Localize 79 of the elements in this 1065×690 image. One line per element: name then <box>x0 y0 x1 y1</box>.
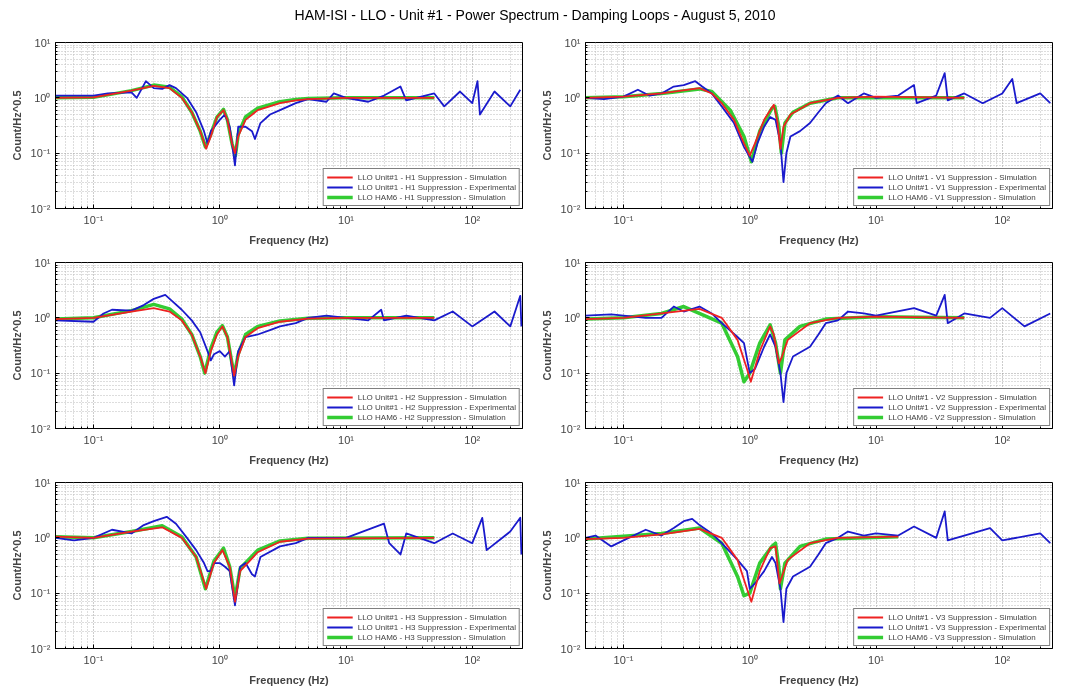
x-axis-title: Frequency (Hz) <box>249 233 330 246</box>
y-tick-label: 10⁻¹ <box>560 367 581 380</box>
x-tick-label: 10⁻¹ <box>83 433 104 446</box>
y-tick-label: 10⁰ <box>34 311 51 324</box>
x-tick-label: 10² <box>994 653 1011 666</box>
x-tick-label: 10⁰ <box>741 213 758 226</box>
x-tick-label: 10¹ <box>868 433 885 446</box>
y-tick-label: 10⁻¹ <box>30 587 51 600</box>
y-tick-label: 10⁻¹ <box>560 587 581 600</box>
x-tick-label: 10⁰ <box>211 433 228 446</box>
legend-label: LLO Unit#1 - V3 Suppression - Simulation <box>888 612 1037 622</box>
x-tick-label: 10² <box>464 213 481 226</box>
x-tick-label: 10⁻¹ <box>613 433 634 446</box>
x-tick-label: 10⁰ <box>741 433 758 446</box>
x-tick-label: 10² <box>464 653 481 666</box>
y-tick-label: 10⁰ <box>34 531 51 544</box>
x-tick-label: 10⁻¹ <box>83 653 104 666</box>
x-tick-label: 10¹ <box>868 213 885 226</box>
legend-label: LLO Unit#1 - H2 Suppression - Experimental <box>357 402 516 412</box>
y-tick-label: 10¹ <box>34 36 51 49</box>
x-axis-title: Frequency (Hz) <box>249 673 330 686</box>
x-tick-label: 10¹ <box>338 213 355 226</box>
x-axis-title: Frequency (Hz) <box>779 233 860 246</box>
y-axis-title: Count/Hz^0.5 <box>10 90 23 161</box>
legend-label: LLO Unit#1 - V2 Suppression - Simulation <box>888 392 1037 402</box>
y-tick-label: 10⁻² <box>30 422 51 435</box>
y-tick-label: 10⁰ <box>564 91 581 104</box>
y-axis-title: Count/Hz^0.5 <box>10 310 23 381</box>
y-tick-label: 10⁻² <box>30 642 51 655</box>
legend-label: LLO Unit#1 - V2 Suppression - Experimental <box>888 402 1046 412</box>
x-tick-label: 10¹ <box>338 653 355 666</box>
x-tick-label: 10⁰ <box>741 653 758 666</box>
legend-label: LLO Unit#1 - H3 Suppression - Simulation <box>357 612 507 622</box>
chart-title: HAM-ISI - LLO - Unit #1 - Power Spectrum - Damping Loops - August 5, 2010 <box>294 6 776 25</box>
y-axis-title: Count/Hz^0.5 <box>540 530 553 601</box>
x-axis-title: Frequency (Hz) <box>779 453 860 466</box>
legend-label: LLO Unit#1 - H2 Suppression - Simulation <box>357 392 507 402</box>
x-axis-title: Frequency (Hz) <box>249 453 330 466</box>
y-axis-title: Count/Hz^0.5 <box>10 530 23 601</box>
y-tick-label: 10¹ <box>34 476 51 489</box>
y-tick-label: 10⁰ <box>34 91 51 104</box>
y-tick-label: 10⁻¹ <box>30 147 51 160</box>
y-tick-label: 10⁻¹ <box>30 367 51 380</box>
legend-label: LLO HAM6 - H3 Suppression - Simulation <box>357 632 506 642</box>
y-tick-label: 10⁻² <box>560 642 581 655</box>
y-tick-label: 10¹ <box>564 36 581 49</box>
x-tick-label: 10⁻¹ <box>613 653 634 666</box>
y-tick-label: 10¹ <box>564 256 581 269</box>
legend-label: LLO Unit#1 - H1 Suppression - Experimental <box>357 182 516 192</box>
y-tick-label: 10⁻² <box>30 202 51 215</box>
legend-label: LLO HAM6 - V2 Suppression - Simulation <box>888 412 1036 422</box>
x-tick-label: 10² <box>464 433 481 446</box>
x-axis-title: Frequency (Hz) <box>779 673 860 686</box>
legend-label: LLO HAM6 - V1 Suppression - Simulation <box>888 192 1036 202</box>
y-tick-label: 10⁰ <box>564 311 581 324</box>
legend-label: LLO HAM6 - V3 Suppression - Simulation <box>888 632 1036 642</box>
y-tick-label: 10⁻¹ <box>560 147 581 160</box>
y-tick-label: 10⁻² <box>560 202 581 215</box>
y-tick-label: 10⁰ <box>564 531 581 544</box>
y-tick-label: 10⁻² <box>560 422 581 435</box>
legend-label: LLO HAM6 - H1 Suppression - Simulation <box>357 192 506 202</box>
x-tick-label: 10² <box>994 433 1011 446</box>
legend-label: LLO HAM6 - H2 Suppression - Simulation <box>357 412 506 422</box>
x-tick-label: 10⁰ <box>211 653 228 666</box>
x-tick-label: 10⁻¹ <box>613 213 634 226</box>
y-tick-label: 10¹ <box>34 256 51 269</box>
legend-label: LLO Unit#1 - V1 Suppression - Simulation <box>888 172 1037 182</box>
y-tick-label: 10¹ <box>564 476 581 489</box>
x-tick-label: 10² <box>994 213 1011 226</box>
legend-label: LLO Unit#1 - V1 Suppression - Experimental <box>888 182 1046 192</box>
legend-label: LLO Unit#1 - H1 Suppression - Simulation <box>357 172 507 182</box>
x-tick-label: 10⁻¹ <box>83 213 104 226</box>
legend-label: LLO Unit#1 - V3 Suppression - Experimental <box>888 622 1046 632</box>
x-tick-label: 10¹ <box>338 433 355 446</box>
y-axis-title: Count/Hz^0.5 <box>540 90 553 161</box>
y-axis-title: Count/Hz^0.5 <box>540 310 553 381</box>
x-tick-label: 10⁰ <box>211 213 228 226</box>
x-tick-label: 10¹ <box>868 653 885 666</box>
legend-label: LLO Unit#1 - H3 Suppression - Experimental <box>357 622 516 632</box>
